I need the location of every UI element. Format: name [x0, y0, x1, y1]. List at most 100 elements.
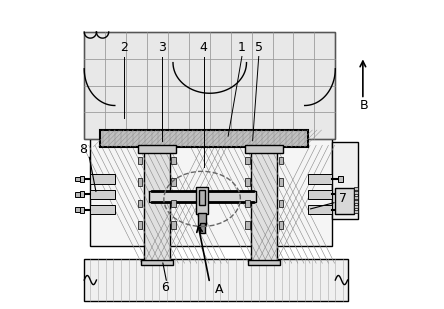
Bar: [168, 112, 189, 139]
Bar: [84, 259, 348, 302]
Bar: [138, 157, 143, 164]
Bar: [293, 32, 314, 59]
Bar: [279, 157, 283, 164]
Bar: [335, 188, 354, 214]
Bar: [252, 86, 273, 112]
Bar: [332, 142, 358, 219]
Bar: [79, 176, 84, 182]
Bar: [198, 213, 206, 225]
Bar: [75, 192, 79, 197]
Bar: [210, 32, 231, 59]
Bar: [147, 59, 168, 86]
Bar: [144, 145, 170, 263]
Text: 6: 6: [162, 281, 169, 294]
Bar: [251, 145, 277, 263]
Bar: [245, 200, 250, 207]
Bar: [171, 178, 176, 186]
Bar: [138, 178, 143, 186]
Bar: [84, 112, 105, 139]
Bar: [210, 112, 231, 139]
Bar: [138, 221, 143, 229]
Bar: [314, 86, 335, 112]
Text: 1: 1: [238, 41, 246, 54]
Bar: [273, 59, 293, 86]
Bar: [231, 59, 252, 86]
Bar: [273, 112, 293, 139]
Bar: [354, 196, 358, 199]
Bar: [189, 32, 210, 59]
Bar: [293, 86, 314, 112]
Text: 2: 2: [120, 41, 128, 54]
Bar: [293, 112, 314, 139]
Bar: [245, 221, 250, 229]
Bar: [84, 86, 105, 112]
Bar: [84, 32, 335, 139]
Bar: [354, 187, 358, 190]
Bar: [308, 190, 332, 199]
Bar: [171, 200, 176, 207]
Text: 4: 4: [200, 41, 207, 54]
Bar: [75, 176, 79, 181]
Bar: [199, 190, 205, 205]
Bar: [105, 32, 126, 59]
Bar: [354, 205, 358, 208]
Bar: [90, 174, 115, 184]
Bar: [338, 176, 343, 182]
Bar: [189, 86, 210, 112]
Text: 5: 5: [255, 41, 263, 54]
Bar: [126, 59, 147, 86]
Bar: [252, 59, 273, 86]
Bar: [90, 190, 115, 199]
Bar: [252, 32, 273, 59]
Bar: [79, 191, 84, 197]
Bar: [245, 145, 283, 153]
Bar: [314, 59, 335, 86]
Bar: [147, 112, 168, 139]
Bar: [231, 112, 252, 139]
Bar: [138, 145, 176, 153]
Bar: [279, 221, 283, 229]
Bar: [90, 205, 115, 214]
Bar: [171, 157, 176, 164]
Bar: [245, 178, 250, 186]
Bar: [148, 191, 256, 202]
Bar: [210, 86, 231, 112]
Bar: [279, 178, 283, 186]
Bar: [75, 207, 79, 212]
Bar: [231, 32, 252, 59]
Bar: [189, 59, 210, 86]
Bar: [147, 86, 168, 112]
Bar: [210, 59, 231, 86]
Bar: [252, 112, 273, 139]
Bar: [314, 32, 335, 59]
Bar: [354, 201, 358, 204]
Bar: [84, 32, 105, 59]
Text: 3: 3: [159, 41, 166, 54]
Bar: [189, 112, 210, 139]
Bar: [200, 223, 205, 233]
Bar: [231, 86, 252, 112]
Bar: [138, 200, 143, 207]
Bar: [141, 260, 173, 265]
Bar: [126, 86, 147, 112]
Text: B: B: [360, 99, 369, 112]
Text: A: A: [215, 283, 223, 296]
Bar: [273, 86, 293, 112]
Bar: [105, 112, 126, 139]
Bar: [308, 174, 332, 184]
Bar: [293, 59, 314, 86]
Bar: [245, 157, 250, 164]
Bar: [338, 206, 343, 213]
Bar: [84, 59, 105, 86]
Bar: [308, 205, 332, 214]
Bar: [90, 118, 332, 246]
Bar: [171, 221, 176, 229]
Bar: [248, 260, 280, 265]
Bar: [168, 59, 189, 86]
Text: 8: 8: [79, 143, 87, 156]
Bar: [126, 112, 147, 139]
Bar: [196, 187, 208, 214]
Bar: [79, 206, 84, 213]
Bar: [168, 32, 189, 59]
Bar: [105, 59, 126, 86]
